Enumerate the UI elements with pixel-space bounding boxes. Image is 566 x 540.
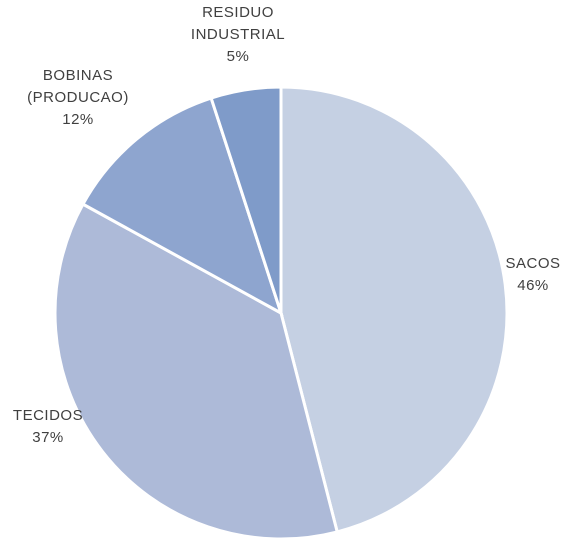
category-label: TECIDOS [13,407,83,424]
slice-label: TECIDOS 37% [13,407,83,446]
pie-slice [279,85,509,534]
pie-slice [80,96,284,317]
value-label: 5% [227,48,250,65]
category-label: RESIDUO INDUSTRIAL [191,4,285,43]
pie-slice [209,85,283,314]
value-label: 46% [517,277,549,294]
category-label: SACOS [505,255,560,272]
value-label: 12% [62,111,94,128]
value-label: 37% [32,429,64,446]
pie-slice [53,202,340,540]
slice-label: RESIDUO INDUSTRIAL 5% [191,4,285,65]
slice-label: SACOS 46% [505,255,560,294]
slice-label: BOBINAS (PRODUCAO) 12% [27,67,129,128]
category-label: BOBINAS (PRODUCAO) [27,67,129,106]
